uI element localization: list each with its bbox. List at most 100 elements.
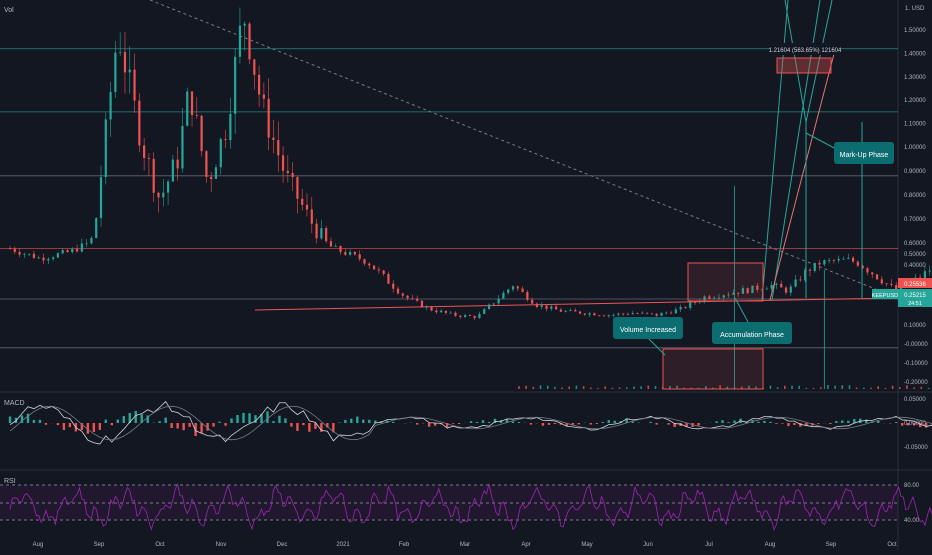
macd-tick-1: 0.00000 [904,421,926,427]
volume-bar-10 [590,387,592,389]
candle-body-80 [392,284,394,289]
macd-hist-45 [278,416,280,423]
time-tick-1: Sep [94,542,105,548]
candle-body-161 [780,284,782,288]
macd-hist-87 [530,423,532,425]
candle-body-20 [105,119,107,177]
time-tick-6: Feb [399,542,410,548]
candle-body-6 [38,258,40,259]
macd-hist-36 [224,423,226,426]
candle-body-118 [574,310,576,311]
candle-body-31 [157,193,159,197]
price-tick-15: -0.20000 [904,380,928,386]
candle-body-66 [325,228,327,241]
macd-hist-70 [428,423,430,427]
volume-bar-49 [870,388,872,389]
candle-body-9 [52,257,54,258]
volume-bar-47 [856,387,858,389]
candle-body-106 [517,286,519,288]
candle-body-191 [924,271,926,278]
macd-hist-25 [158,421,160,423]
volume-bar-8 [576,386,578,389]
volume-bar-2 [533,387,535,389]
macd-hist-44 [272,421,274,423]
candle-body-88 [430,307,432,311]
macd-hist-127 [769,422,771,423]
macd-hist-8 [57,423,59,425]
volume-bar-16 [633,386,635,389]
volume-bar-51 [885,388,887,389]
candle-body-50 [248,24,250,60]
candle-body-142 [689,302,691,308]
candle-body-15 [81,243,83,251]
volume-bar-17 [640,386,642,389]
macd-hist-128 [775,423,777,424]
time-tick-8: Apr [521,542,530,548]
volume-bar-43 [827,385,829,389]
candle-body-131 [636,313,638,314]
candle-body-39 [196,115,198,116]
volume-bar-4 [547,386,549,389]
candle-body-130 [632,313,634,314]
candle-body-183 [886,283,888,284]
volume-bar-55 [913,388,915,389]
candle-body-192 [929,271,931,272]
candle-body-72 [354,252,356,254]
candle-body-173 [838,259,840,261]
macd-hist-28 [176,423,178,428]
measure-box [777,58,831,73]
time-tick-14: Oct [887,542,897,548]
macd-hist-27 [170,423,172,428]
candle-body-89 [435,311,437,313]
candle-body-170 [823,260,825,264]
candle-body-4 [28,254,30,255]
price-tick-13: -0.00000 [904,342,928,348]
candle-body-45 [224,139,226,140]
candle-body-13 [71,249,73,252]
macd-hist-125 [757,422,759,423]
candle-body-138 [670,313,672,314]
candle-body-175 [847,258,849,259]
time-tick-4: Dec [277,542,288,548]
candle-body-1 [14,249,16,252]
macd-hist-110 [667,423,669,425]
candle-body-120 [584,314,586,315]
price-tick-5: 1.00000 [904,145,926,151]
volume-bar-45 [842,385,844,389]
time-tick-2: Oct [155,542,165,548]
macd-hist-47 [290,423,292,427]
candle-body-77 [378,269,380,270]
macd-hist-79 [482,420,484,423]
volume-bar-5 [554,387,556,389]
volume-bar-35 [770,386,772,389]
candle-body-23 [119,52,121,53]
candle-body-184 [890,284,892,285]
macd-hist-100 [608,420,610,423]
candle-body-65 [320,228,322,238]
candle-body-104 [507,290,509,293]
candle-body-35 [177,160,179,169]
candle-body-182 [881,279,883,283]
candle-body-125 [608,315,610,316]
candle-body-0 [9,249,11,250]
macd-hist-121 [733,421,735,423]
candle-body-96 [469,315,471,316]
candle-body-33 [167,182,169,193]
price-tick-12: 0.10000 [904,323,926,329]
candle-body-37 [186,91,188,125]
candle-body-68 [335,246,337,247]
candle-body-163 [790,287,792,293]
candle-body-169 [818,263,820,265]
candle-body-126 [612,315,614,316]
candle-body-83 [406,296,408,299]
price-tick-2: 1.30000 [904,75,926,81]
candle-body-40 [201,116,203,151]
volume-bar-36 [777,387,779,389]
macd-hist-138 [835,421,837,423]
macd-hist-148 [895,422,897,423]
candle-body-179 [866,268,868,272]
price-tick-11: 0.40000 [904,263,926,269]
